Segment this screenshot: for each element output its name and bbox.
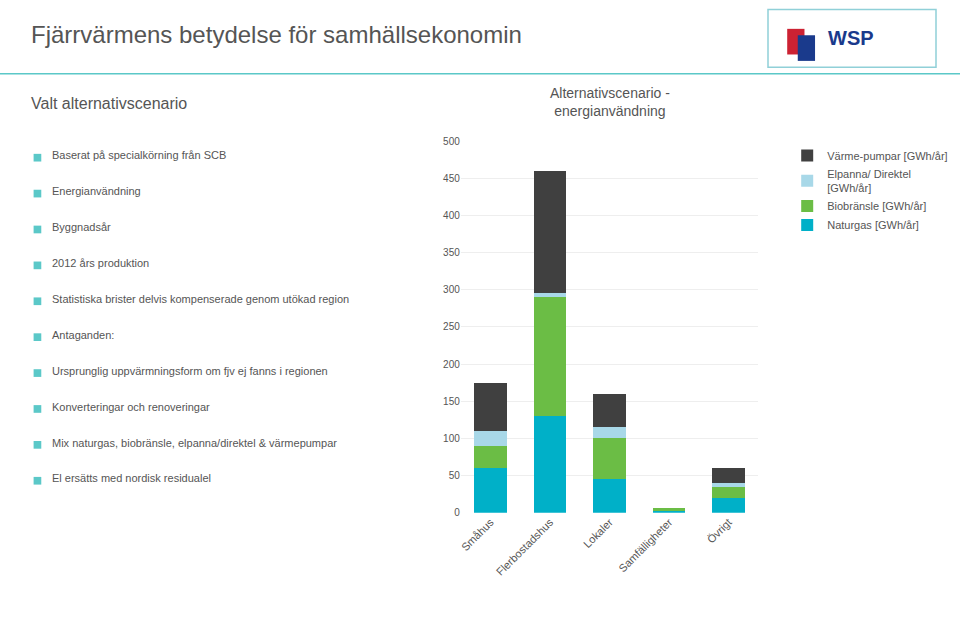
svg-text:El ersätts med nordisk residua: El ersätts med nordisk residualel — [52, 472, 211, 484]
svg-text:500: 500 — [443, 136, 460, 147]
svg-text:Värme-pumpar [GWh/år]: Värme-pumpar [GWh/år] — [827, 150, 947, 162]
svg-text:Ursprunglig uppvärmningsform o: Ursprunglig uppvärmningsform om fjv ej f… — [52, 365, 328, 377]
svg-text:WSP: WSP — [828, 27, 874, 49]
svg-text:Baserat på specialkörning från: Baserat på specialkörning från SCB — [52, 149, 226, 161]
svg-text:400: 400 — [443, 210, 460, 221]
svg-text:250: 250 — [443, 321, 460, 332]
svg-text:Samfälligheter: Samfälligheter — [616, 516, 674, 574]
svg-text:350: 350 — [443, 247, 460, 258]
svg-text:Energianvändning: Energianvändning — [52, 185, 141, 197]
svg-text:Lokaler: Lokaler — [581, 516, 615, 550]
svg-text:300: 300 — [443, 284, 460, 295]
svg-text:Flerbostadshus: Flerbostadshus — [494, 516, 556, 578]
svg-text:Fjärrvärmens betydelse för sam: Fjärrvärmens betydelse för samhällsekono… — [31, 21, 522, 48]
svg-text:Konverteringar och renoveringa: Konverteringar och renoveringar — [52, 401, 210, 413]
svg-text:100: 100 — [443, 433, 460, 444]
svg-text:50: 50 — [449, 470, 461, 481]
svg-text:Småhus: Småhus — [459, 516, 496, 553]
svg-text:0: 0 — [454, 507, 460, 518]
svg-text:200: 200 — [443, 359, 460, 370]
svg-text:Mix naturgas, biobränsle, elpa: Mix naturgas, biobränsle, elpanna/direkt… — [52, 437, 337, 449]
svg-text:150: 150 — [443, 396, 460, 407]
svg-text:Alternativscenario -energianvä: Alternativscenario -energianvändning — [550, 85, 670, 119]
svg-text:Byggnadsår: Byggnadsår — [52, 221, 111, 233]
svg-text:450: 450 — [443, 173, 460, 184]
svg-text:Statistiska brister delvis kom: Statistiska brister delvis kompenserade … — [52, 293, 349, 305]
svg-text:Elpanna/ Direktel[GWh/år]: Elpanna/ Direktel[GWh/år] — [827, 168, 911, 194]
svg-text:Antaganden:: Antaganden: — [52, 329, 114, 341]
svg-text:Naturgas [GWh/år]: Naturgas [GWh/år] — [827, 219, 919, 231]
svg-text:Övrigt: Övrigt — [705, 516, 734, 545]
svg-text:Biobränsle [GWh/år]: Biobränsle [GWh/år] — [827, 200, 926, 212]
svg-text:Valt alternativscenario: Valt alternativscenario — [31, 95, 187, 112]
svg-text:2012 års produktion: 2012 års produktion — [52, 257, 149, 269]
